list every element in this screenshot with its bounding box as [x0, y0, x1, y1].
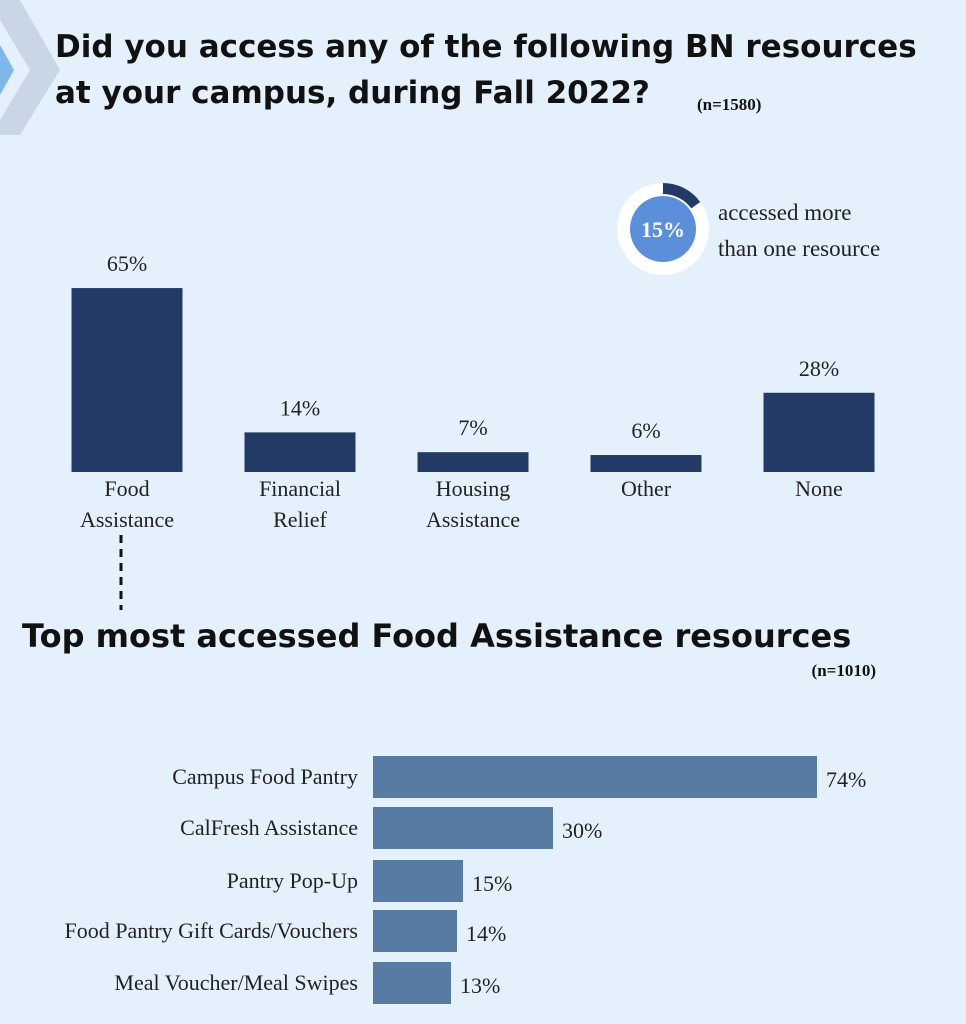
- value-label: 7%: [458, 415, 487, 440]
- category-label: None: [795, 476, 843, 501]
- category-label: Housing Assistance: [426, 476, 520, 532]
- donut-text: accessed more: [718, 200, 851, 225]
- value-label: 15%: [472, 871, 512, 896]
- category-label: Food Assistance: [80, 476, 174, 532]
- value-label: 14%: [280, 395, 320, 420]
- bar: [373, 756, 817, 798]
- bar: [373, 807, 553, 849]
- chevron-inner: [0, 45, 14, 95]
- title-line: at your campus, during Fall 2022?: [55, 75, 650, 111]
- bar: [244, 432, 356, 472]
- category-label: Financial Relief: [259, 476, 341, 532]
- donut-text: than one resource: [718, 236, 880, 261]
- bar: [763, 392, 875, 472]
- value-label: 13%: [460, 973, 500, 998]
- title-line: Did you access any of the following BN r…: [55, 29, 917, 65]
- sample-size: (n=1580): [697, 95, 761, 114]
- bar: [417, 452, 529, 472]
- bar: [373, 860, 463, 902]
- donut-segment: [663, 183, 701, 209]
- value-label: 6%: [631, 418, 660, 443]
- title: Top most accessed Food Assistance resour…: [22, 617, 851, 655]
- bar: [373, 910, 457, 952]
- chevron: [0, 0, 60, 135]
- category-label: Campus Food Pantry: [172, 764, 358, 789]
- category-label: CalFresh Assistance: [180, 815, 358, 840]
- category-label: Other: [621, 476, 672, 501]
- value-label: 74%: [826, 767, 866, 792]
- value-label: 28%: [799, 356, 839, 381]
- value-label: 14%: [466, 921, 506, 946]
- donut-center: [630, 196, 696, 262]
- category-label: Pantry Pop-Up: [227, 868, 358, 893]
- value-label: 65%: [107, 251, 147, 276]
- bar: [590, 455, 702, 472]
- category-label: Food Pantry Gift Cards/Vouchers: [64, 918, 358, 943]
- bar: [71, 288, 183, 472]
- donut-label: 15%: [641, 217, 685, 242]
- value-label: 30%: [562, 818, 602, 843]
- bar: [373, 962, 451, 1004]
- category-label: Meal Voucher/Meal Swipes: [114, 970, 358, 995]
- sample-size: (n=1010): [812, 661, 876, 680]
